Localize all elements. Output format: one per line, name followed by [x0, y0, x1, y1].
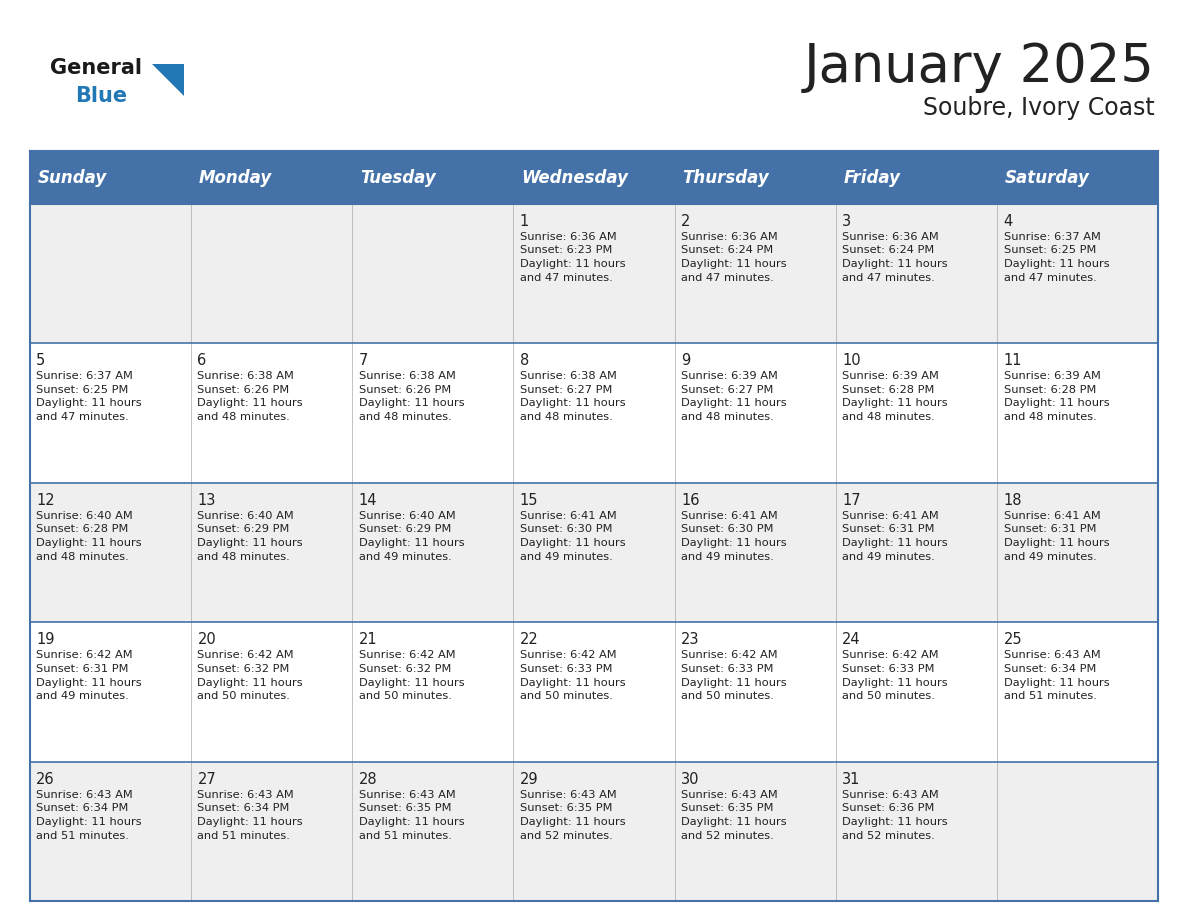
Text: 23: 23	[681, 633, 700, 647]
Text: Sunrise: 6:37 AM
Sunset: 6:25 PM
Daylight: 11 hours
and 47 minutes.: Sunrise: 6:37 AM Sunset: 6:25 PM Dayligh…	[1004, 231, 1110, 283]
Text: 4: 4	[1004, 214, 1013, 229]
Text: Sunday: Sunday	[38, 169, 107, 186]
Text: Sunrise: 6:38 AM
Sunset: 6:26 PM
Daylight: 11 hours
and 48 minutes.: Sunrise: 6:38 AM Sunset: 6:26 PM Dayligh…	[359, 371, 465, 422]
Text: Sunrise: 6:36 AM
Sunset: 6:24 PM
Daylight: 11 hours
and 47 minutes.: Sunrise: 6:36 AM Sunset: 6:24 PM Dayligh…	[681, 231, 786, 283]
Text: Monday: Monday	[198, 169, 272, 186]
Text: Sunrise: 6:43 AM
Sunset: 6:35 PM
Daylight: 11 hours
and 52 minutes.: Sunrise: 6:43 AM Sunset: 6:35 PM Dayligh…	[520, 789, 625, 841]
Text: Blue: Blue	[75, 85, 127, 106]
Text: 6: 6	[197, 353, 207, 368]
Text: Sunrise: 6:36 AM
Sunset: 6:24 PM
Daylight: 11 hours
and 47 minutes.: Sunrise: 6:36 AM Sunset: 6:24 PM Dayligh…	[842, 231, 948, 283]
Text: 22: 22	[520, 633, 538, 647]
Text: 1: 1	[520, 214, 529, 229]
Text: Sunrise: 6:43 AM
Sunset: 6:34 PM
Daylight: 11 hours
and 51 minutes.: Sunrise: 6:43 AM Sunset: 6:34 PM Dayligh…	[197, 789, 303, 841]
Text: 8: 8	[520, 353, 529, 368]
Text: Sunrise: 6:38 AM
Sunset: 6:26 PM
Daylight: 11 hours
and 48 minutes.: Sunrise: 6:38 AM Sunset: 6:26 PM Dayligh…	[197, 371, 303, 422]
Text: 31: 31	[842, 772, 860, 787]
Text: 5: 5	[36, 353, 45, 368]
Text: 15: 15	[520, 493, 538, 508]
Text: 12: 12	[36, 493, 55, 508]
Text: 7: 7	[359, 353, 368, 368]
Text: January 2025: January 2025	[804, 41, 1155, 94]
Text: Sunrise: 6:36 AM
Sunset: 6:23 PM
Daylight: 11 hours
and 47 minutes.: Sunrise: 6:36 AM Sunset: 6:23 PM Dayligh…	[520, 231, 625, 283]
Text: Sunrise: 6:38 AM
Sunset: 6:27 PM
Daylight: 11 hours
and 48 minutes.: Sunrise: 6:38 AM Sunset: 6:27 PM Dayligh…	[520, 371, 625, 422]
Text: Sunrise: 6:42 AM
Sunset: 6:33 PM
Daylight: 11 hours
and 50 minutes.: Sunrise: 6:42 AM Sunset: 6:33 PM Dayligh…	[520, 650, 625, 701]
Text: Sunrise: 6:43 AM
Sunset: 6:35 PM
Daylight: 11 hours
and 51 minutes.: Sunrise: 6:43 AM Sunset: 6:35 PM Dayligh…	[359, 789, 465, 841]
Text: 2: 2	[681, 214, 690, 229]
Text: 19: 19	[36, 633, 55, 647]
Text: Sunrise: 6:40 AM
Sunset: 6:28 PM
Daylight: 11 hours
and 48 minutes.: Sunrise: 6:40 AM Sunset: 6:28 PM Dayligh…	[36, 510, 141, 562]
Text: 9: 9	[681, 353, 690, 368]
Text: Soubre, Ivory Coast: Soubre, Ivory Coast	[923, 96, 1155, 120]
Text: 18: 18	[1004, 493, 1022, 508]
Text: Sunrise: 6:43 AM
Sunset: 6:35 PM
Daylight: 11 hours
and 52 minutes.: Sunrise: 6:43 AM Sunset: 6:35 PM Dayligh…	[681, 789, 786, 841]
Text: 16: 16	[681, 493, 700, 508]
Text: Sunrise: 6:41 AM
Sunset: 6:30 PM
Daylight: 11 hours
and 49 minutes.: Sunrise: 6:41 AM Sunset: 6:30 PM Dayligh…	[520, 510, 625, 562]
Text: 29: 29	[520, 772, 538, 787]
Text: Sunrise: 6:42 AM
Sunset: 6:33 PM
Daylight: 11 hours
and 50 minutes.: Sunrise: 6:42 AM Sunset: 6:33 PM Dayligh…	[681, 650, 786, 701]
Text: 20: 20	[197, 633, 216, 647]
Text: Sunrise: 6:42 AM
Sunset: 6:33 PM
Daylight: 11 hours
and 50 minutes.: Sunrise: 6:42 AM Sunset: 6:33 PM Dayligh…	[842, 650, 948, 701]
Text: 30: 30	[681, 772, 700, 787]
Text: Wednesday: Wednesday	[522, 169, 628, 186]
Text: Sunrise: 6:41 AM
Sunset: 6:30 PM
Daylight: 11 hours
and 49 minutes.: Sunrise: 6:41 AM Sunset: 6:30 PM Dayligh…	[681, 510, 786, 562]
Text: Sunrise: 6:43 AM
Sunset: 6:36 PM
Daylight: 11 hours
and 52 minutes.: Sunrise: 6:43 AM Sunset: 6:36 PM Dayligh…	[842, 789, 948, 841]
Text: 24: 24	[842, 633, 861, 647]
Text: Sunrise: 6:43 AM
Sunset: 6:34 PM
Daylight: 11 hours
and 51 minutes.: Sunrise: 6:43 AM Sunset: 6:34 PM Dayligh…	[1004, 650, 1110, 701]
Text: 11: 11	[1004, 353, 1022, 368]
Text: Sunrise: 6:42 AM
Sunset: 6:32 PM
Daylight: 11 hours
and 50 minutes.: Sunrise: 6:42 AM Sunset: 6:32 PM Dayligh…	[359, 650, 465, 701]
Text: 21: 21	[359, 633, 378, 647]
Text: 25: 25	[1004, 633, 1022, 647]
Text: 13: 13	[197, 493, 216, 508]
Text: 14: 14	[359, 493, 377, 508]
Text: Sunrise: 6:43 AM
Sunset: 6:34 PM
Daylight: 11 hours
and 51 minutes.: Sunrise: 6:43 AM Sunset: 6:34 PM Dayligh…	[36, 789, 141, 841]
Text: Sunrise: 6:39 AM
Sunset: 6:28 PM
Daylight: 11 hours
and 48 minutes.: Sunrise: 6:39 AM Sunset: 6:28 PM Dayligh…	[1004, 371, 1110, 422]
Text: Saturday: Saturday	[1005, 169, 1091, 186]
Text: Sunrise: 6:41 AM
Sunset: 6:31 PM
Daylight: 11 hours
and 49 minutes.: Sunrise: 6:41 AM Sunset: 6:31 PM Dayligh…	[842, 510, 948, 562]
Text: 28: 28	[359, 772, 378, 787]
Text: Sunrise: 6:41 AM
Sunset: 6:31 PM
Daylight: 11 hours
and 49 minutes.: Sunrise: 6:41 AM Sunset: 6:31 PM Dayligh…	[1004, 510, 1110, 562]
Text: Thursday: Thursday	[683, 169, 770, 186]
Text: Sunrise: 6:39 AM
Sunset: 6:28 PM
Daylight: 11 hours
and 48 minutes.: Sunrise: 6:39 AM Sunset: 6:28 PM Dayligh…	[842, 371, 948, 422]
Text: Friday: Friday	[843, 169, 901, 186]
Text: Tuesday: Tuesday	[360, 169, 436, 186]
Text: Sunrise: 6:42 AM
Sunset: 6:32 PM
Daylight: 11 hours
and 50 minutes.: Sunrise: 6:42 AM Sunset: 6:32 PM Dayligh…	[197, 650, 303, 701]
Text: Sunrise: 6:40 AM
Sunset: 6:29 PM
Daylight: 11 hours
and 49 minutes.: Sunrise: 6:40 AM Sunset: 6:29 PM Dayligh…	[359, 510, 465, 562]
Text: Sunrise: 6:37 AM
Sunset: 6:25 PM
Daylight: 11 hours
and 47 minutes.: Sunrise: 6:37 AM Sunset: 6:25 PM Dayligh…	[36, 371, 141, 422]
Text: 26: 26	[36, 772, 55, 787]
Text: Sunrise: 6:40 AM
Sunset: 6:29 PM
Daylight: 11 hours
and 48 minutes.: Sunrise: 6:40 AM Sunset: 6:29 PM Dayligh…	[197, 510, 303, 562]
Text: Sunrise: 6:39 AM
Sunset: 6:27 PM
Daylight: 11 hours
and 48 minutes.: Sunrise: 6:39 AM Sunset: 6:27 PM Dayligh…	[681, 371, 786, 422]
Text: 10: 10	[842, 353, 861, 368]
Text: Sunrise: 6:42 AM
Sunset: 6:31 PM
Daylight: 11 hours
and 49 minutes.: Sunrise: 6:42 AM Sunset: 6:31 PM Dayligh…	[36, 650, 141, 701]
Text: 3: 3	[842, 214, 852, 229]
Text: 27: 27	[197, 772, 216, 787]
Text: 17: 17	[842, 493, 861, 508]
Text: General: General	[50, 58, 141, 78]
